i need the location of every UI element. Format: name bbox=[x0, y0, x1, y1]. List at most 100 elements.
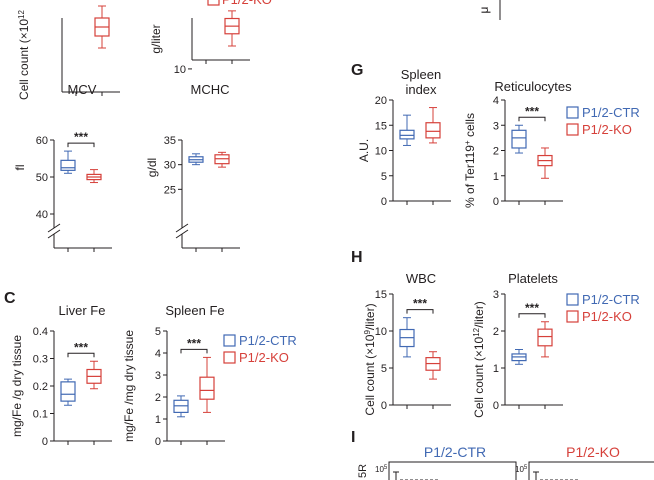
y-tick-label: 25 bbox=[164, 184, 176, 196]
y-tick-label: 3 bbox=[493, 289, 499, 301]
axis-break-mark bbox=[47, 223, 61, 233]
bracket-line bbox=[67, 352, 95, 358]
y-tick-label: 15 bbox=[375, 120, 387, 132]
y-tick-label: 0.3 bbox=[33, 354, 48, 366]
significance-label: *** bbox=[413, 297, 427, 311]
y-tick-label: 3 bbox=[493, 120, 499, 132]
y-tick-label: 2 bbox=[493, 326, 499, 338]
significance-label: *** bbox=[187, 336, 201, 350]
y-axis-label-main: mg/Fe /g dry tissue bbox=[10, 335, 24, 437]
y-tick-label: 40 bbox=[36, 209, 48, 221]
panel-i: P1/2-CTR P1/2-KO 5R 105 105 bbox=[357, 444, 654, 480]
legend-ko-label: P1/2-KO bbox=[239, 350, 289, 365]
box-ctr bbox=[511, 349, 527, 365]
box-ko bbox=[86, 169, 102, 184]
chart-mchc: 35 30 25 MCHC g/dl bbox=[145, 82, 240, 252]
y-tick-label: 2 bbox=[493, 146, 499, 158]
chart-title: index bbox=[405, 82, 437, 97]
legend-ctr-swatch bbox=[566, 106, 579, 119]
y-axis-label-main: g/dl bbox=[145, 158, 159, 177]
y-axis-label-main: mg/Fe /mg dry tissue bbox=[122, 330, 136, 442]
y-tick-label: 4 bbox=[155, 348, 161, 360]
y-tick-label: 0.2 bbox=[33, 381, 48, 393]
legend-ctr-label: P1/2-CTR bbox=[582, 105, 640, 120]
y-axis-label: mg/Fe /mg dry tissue bbox=[122, 330, 136, 442]
y-axis-label-tail: cells bbox=[463, 113, 477, 140]
flow-plot-ko-frame bbox=[528, 461, 654, 480]
y-tick-label: 0 bbox=[493, 196, 499, 208]
y-tick-label: 1 bbox=[155, 414, 161, 426]
legend-ko-swatch bbox=[566, 123, 579, 136]
significance-label: *** bbox=[525, 301, 539, 315]
legend-ctr-label: P1/2-CTR bbox=[582, 292, 640, 307]
box-ko bbox=[214, 151, 230, 168]
y-tick-label: 0 bbox=[155, 436, 161, 448]
y-axis-label-tail: /liter) bbox=[472, 301, 486, 328]
box-ctr bbox=[511, 124, 527, 154]
legend-ko-label: P1/2-KO bbox=[582, 122, 632, 137]
y-tick-label: 0 bbox=[381, 196, 387, 208]
legend-ko-swatch bbox=[566, 310, 579, 323]
panel-letter-g: G bbox=[351, 62, 363, 79]
bracket-line bbox=[518, 116, 546, 122]
y-tick-label: 5 bbox=[381, 171, 387, 183]
legend-ctr-label: P1/2-CTR bbox=[239, 333, 297, 348]
y-tick-label: 0.1 bbox=[33, 409, 48, 421]
y-axis-label-main: fl bbox=[13, 165, 27, 171]
flow-tick-ko: 105 bbox=[515, 465, 528, 474]
y-axis-label-main: Cell count (×10 bbox=[363, 334, 377, 415]
y-tick-label: 3 bbox=[155, 370, 161, 382]
chart-hemoglobin-top: 10 g/liter bbox=[149, 10, 250, 76]
y-axis-label-main: μ bbox=[477, 6, 491, 13]
legend-ctr-swatch bbox=[223, 334, 236, 347]
box-ctr bbox=[60, 150, 76, 174]
chart-title: Spleen Fe bbox=[165, 303, 224, 318]
chart-title: Liver Fe bbox=[59, 303, 106, 318]
flow-tick-ko-exp: 5 bbox=[524, 465, 528, 471]
significance-bracket: *** bbox=[518, 301, 546, 318]
box-ko bbox=[537, 147, 553, 179]
y-tick-label: 50 bbox=[36, 172, 48, 184]
y-axis-label: Cell count (×109/liter) bbox=[363, 303, 377, 415]
y-axis-label-tail: /liter) bbox=[363, 303, 377, 330]
panel-i-side-fragment: 5R bbox=[357, 464, 369, 478]
box-plots: Cell count (×101210g/literμ605040MCVfl**… bbox=[10, 0, 572, 448]
box-ko bbox=[537, 321, 553, 358]
bracket-line bbox=[180, 348, 208, 354]
y-axis-label: g/dl bbox=[145, 158, 159, 177]
y-axis-label-sup: 12 bbox=[472, 327, 481, 336]
chart-title: MCHC bbox=[191, 82, 230, 97]
legend-ko-swatch bbox=[223, 351, 236, 364]
y-axis-label: Cell count (×1012/liter) bbox=[472, 301, 486, 418]
y-axis-label: Cell count (×1012 bbox=[17, 9, 31, 99]
y-axis-label: % of Ter119+ cells bbox=[463, 113, 477, 208]
significance-bracket: *** bbox=[518, 104, 546, 122]
y-tick-label: 10 bbox=[375, 326, 387, 338]
chart-title: Platelets bbox=[508, 271, 558, 286]
box-ctr bbox=[399, 114, 415, 146]
y-tick-label: 5 bbox=[381, 363, 387, 375]
box-iqr bbox=[425, 122, 441, 139]
box-ctr bbox=[173, 395, 189, 418]
y-axis-label-main: Cell count (×10 bbox=[472, 336, 486, 417]
legend-c: P1/2-CTR P1/2-KO bbox=[223, 333, 297, 365]
box-iqr bbox=[199, 376, 215, 400]
panel-letter-c: C bbox=[4, 290, 16, 307]
box-iqr bbox=[537, 328, 553, 347]
box-ko bbox=[425, 351, 441, 380]
y-axis-label-main: % of Ter119 bbox=[463, 145, 477, 208]
significance-bracket: *** bbox=[180, 336, 208, 354]
box-ko bbox=[425, 107, 441, 144]
y-tick-label: 2 bbox=[155, 392, 161, 404]
legend-ko-swatch bbox=[207, 0, 220, 6]
legend-ctr-swatch bbox=[566, 293, 579, 306]
y-axis-label-sup: 12 bbox=[17, 9, 26, 18]
axis-break-mark bbox=[175, 223, 189, 233]
flow-plot-ko-marker bbox=[533, 471, 580, 480]
y-tick-label: 4 bbox=[493, 95, 499, 107]
chart-title: Spleen bbox=[401, 67, 441, 82]
y-tick-label: 10 bbox=[375, 146, 387, 158]
chart-top-right-2: μ bbox=[477, 0, 501, 20]
box-ctr bbox=[188, 153, 204, 166]
